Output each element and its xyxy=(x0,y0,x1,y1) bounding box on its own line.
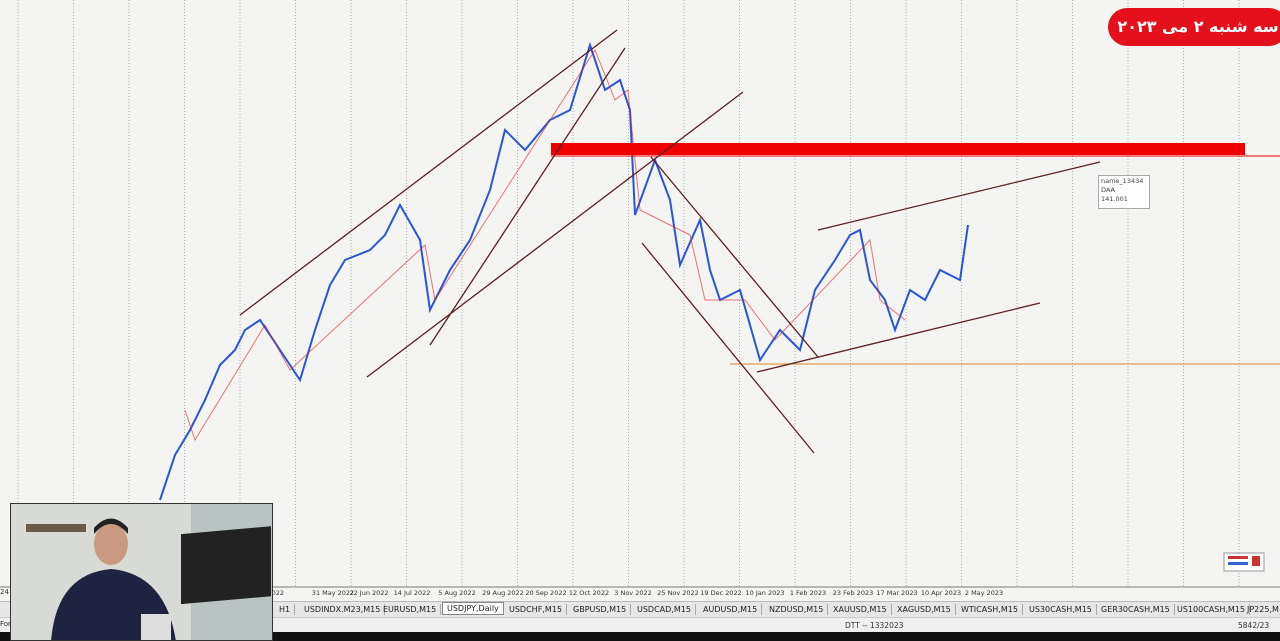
x-axis-label: 29 Aug 2022 xyxy=(482,589,524,597)
tab-bar: H1 USDINDX.M23,M15 EURUSD,M15 USDJPY,Daily U… xyxy=(0,601,1280,618)
symbol-tab[interactable]: GER30CASH,M15 xyxy=(1097,604,1175,615)
date-badge: سه شنبه ۲ می ۲۰۲۳ xyxy=(1108,8,1280,46)
price-path xyxy=(159,41,969,501)
x-axis-label: 1 Feb 2023 xyxy=(789,589,827,597)
symbol-tab[interactable]: XAUUSD,M15 xyxy=(829,604,892,615)
status-text: DTT -- 1332023 xyxy=(845,621,904,630)
x-axis-label: 12 Oct 2022 xyxy=(568,589,610,597)
x-axis-label: 17 Mar 2023 xyxy=(876,589,918,597)
symbol-tab[interactable]: XAGUSD,M15 xyxy=(893,604,956,615)
x-axis-label: 19 Dec 2022 xyxy=(700,589,742,597)
symbol-tab[interactable]: USDJPY,Daily xyxy=(442,602,504,615)
x-axis-label: 22 Jun 2022 xyxy=(349,589,389,597)
webcam-overlay xyxy=(10,503,273,641)
symbol-tab[interactable]: EURUSD,M15 xyxy=(379,604,442,615)
edge-label: For xyxy=(0,620,11,628)
x-axis-label: 5 Aug 2022 xyxy=(438,589,476,597)
symbol-tab[interactable]: USDINDX.M23,M15 xyxy=(300,604,386,615)
x-axis-label: 31 May 2022 xyxy=(311,589,355,597)
x-axis-label: 2 May 2023 xyxy=(964,589,1004,597)
resistance-zone xyxy=(551,143,1245,155)
tooltip-line: name_13434 xyxy=(1101,177,1144,185)
webcam-image xyxy=(11,504,272,640)
symbol-tab[interactable]: WTICASH,M15 xyxy=(957,604,1023,615)
x-axis-label: 14 Jul 2022 xyxy=(393,589,431,597)
symbol-tab[interactable]: JP225,M xyxy=(1243,604,1280,615)
tooltip: name_13434 DAA 141.001 xyxy=(1098,175,1150,209)
taskbar xyxy=(0,632,1280,641)
x-axis-label: 25 Nov 2022 xyxy=(657,589,699,597)
symbol-tab[interactable]: US100CASH,M15 xyxy=(1173,604,1250,615)
x-axis-label: 3 Nov 2022 xyxy=(614,589,652,597)
grid xyxy=(0,0,1280,588)
trend-lines xyxy=(239,29,1101,454)
tooltip-line: 141.001 xyxy=(1101,195,1128,203)
status-text: 5842/23 xyxy=(1238,621,1270,630)
symbol-tab[interactable]: GBPUSD,M15 xyxy=(569,604,632,615)
symbol-tab[interactable]: US30CASH,M15 xyxy=(1025,604,1097,615)
edge-label: 24 xyxy=(0,588,9,596)
price-path-down xyxy=(184,48,906,442)
x-axis-label: 10 Apr 2023 xyxy=(920,589,962,597)
symbol-tab[interactable]: AUDUSD,M15 xyxy=(699,604,763,615)
price-chart xyxy=(0,0,1280,588)
x-axis-label: 20 Sep 2022 xyxy=(525,589,567,597)
symbol-tab[interactable]: H1 xyxy=(275,604,296,615)
symbol-tab[interactable]: NZDUSD,M15 xyxy=(765,604,829,615)
x-axis-label: 10 Jan 2023 xyxy=(745,589,785,597)
x-axis-label: 23 Feb 2023 xyxy=(832,589,874,597)
flags-icon xyxy=(1223,552,1265,572)
tooltip-line: DAA xyxy=(1101,186,1115,194)
symbol-tab[interactable]: USDCAD,M15 xyxy=(633,604,696,615)
symbol-tab[interactable]: USDCHF,M15 xyxy=(505,604,567,615)
status-bar: DTT -- 1332023 5842/23 xyxy=(0,617,1280,633)
